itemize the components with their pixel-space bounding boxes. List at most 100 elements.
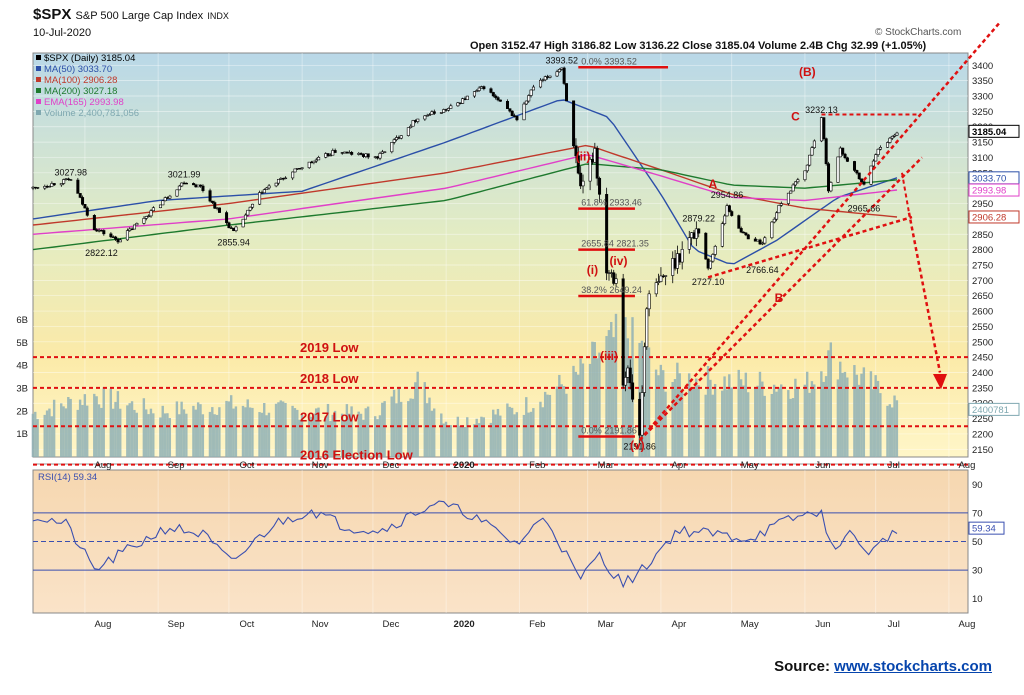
candle-body (609, 272, 613, 274)
candle-body (295, 168, 299, 170)
candle-body (225, 212, 229, 224)
candle-body (638, 398, 642, 436)
candle-body (161, 200, 165, 206)
candle-body (416, 118, 420, 122)
price-tag-label: 2400781 (972, 405, 1009, 416)
volume-bar (581, 363, 585, 457)
volume-bar (211, 407, 214, 457)
candle-body (753, 238, 757, 242)
volume-bar (340, 413, 344, 457)
candle-body (829, 182, 833, 192)
volume-bar (314, 408, 318, 457)
candle-body (227, 222, 231, 229)
candle-body (392, 139, 396, 143)
volume-bar (192, 405, 195, 457)
candle-body (59, 183, 63, 186)
wave-label: (iv) (609, 254, 627, 268)
volume-bar (114, 401, 117, 457)
candle-body (671, 258, 675, 276)
volume-bar (756, 385, 759, 457)
volume-bar (343, 419, 346, 457)
candle-body (446, 108, 450, 111)
price-tick-label: 2350 (972, 383, 993, 394)
legend-entry: MA(100) 2906.28 (44, 75, 117, 86)
volume-bar (508, 406, 511, 457)
fib-label: 0.0% 3393.52 (581, 56, 637, 66)
candle-body (442, 109, 446, 113)
channel-lower-line (638, 156, 923, 441)
candle-body (548, 75, 552, 78)
candle-body (878, 147, 882, 150)
volume-bar (475, 418, 478, 457)
candle-body (114, 236, 118, 240)
candle-body (779, 203, 783, 206)
candle-body (300, 167, 304, 169)
rsi-x-tick-label: Sep (168, 619, 185, 630)
rsi-x-tick-label: Apr (672, 619, 687, 630)
candle-body (763, 237, 767, 244)
candle-body (758, 239, 762, 245)
x-tick-label: Apr (672, 460, 687, 471)
price-tick-label: 3350 (972, 76, 993, 87)
candle-body (560, 67, 564, 70)
x-tick-label: Oct (240, 460, 255, 471)
volume-bar (279, 400, 282, 457)
volume-bar (695, 378, 698, 457)
moving-average-line (32, 154, 898, 235)
candle-body (397, 137, 401, 139)
volume-bar (248, 407, 252, 457)
volume-bar (673, 379, 677, 457)
candle-body (241, 218, 245, 228)
volume-bar (196, 402, 200, 457)
candle-body (581, 180, 585, 187)
candle-body (472, 91, 476, 97)
volume-bar (499, 415, 502, 457)
volume-bar (548, 394, 552, 457)
support-label: 2017 Low (300, 409, 359, 424)
volume-bar (872, 389, 875, 457)
candle-body (713, 246, 717, 255)
price-tag-label: 3185.04 (972, 127, 1007, 138)
ohlc-summary: Open 3152.47 High 3186.82 Low 3136.22 Cl… (470, 40, 927, 52)
volume-bar (789, 398, 792, 457)
volume-bar (267, 412, 271, 457)
price-point-label: 3232.13 (805, 105, 838, 115)
volume-bar (69, 398, 72, 457)
source-link[interactable]: www.stockcharts.com (834, 658, 992, 675)
x-tick-label: 2020 (454, 460, 475, 471)
volume-bar (541, 407, 545, 457)
candle-body (142, 218, 146, 224)
candle-body (310, 161, 314, 164)
legend-entry: $SPX (Daily) 3185.04 (44, 53, 135, 64)
volume-bar (579, 358, 582, 457)
price-point-label: 2965.66 (848, 204, 881, 214)
candle-body (640, 392, 644, 436)
projection-line-2 (907, 212, 942, 373)
rsi-tick-label: 90 (972, 480, 983, 491)
candle-body (680, 248, 684, 263)
candle-body (793, 181, 797, 186)
legend-swatch (36, 77, 41, 82)
candle-body (357, 153, 361, 155)
volume-bar (298, 419, 301, 457)
candle-body (874, 154, 878, 162)
volume-bar (654, 369, 658, 457)
volume-bar (876, 380, 880, 457)
volume-bar (414, 382, 417, 457)
volume-bar (208, 411, 212, 457)
rsi-tick-label: 50 (972, 537, 983, 548)
volume-bar (145, 409, 148, 457)
volume-bar (496, 408, 500, 457)
candle-body (860, 178, 864, 183)
volume-bar (728, 374, 731, 457)
candle-body (720, 223, 724, 247)
volume-bar (777, 387, 781, 457)
candle-body (158, 204, 162, 209)
candle-body (326, 153, 330, 156)
fib-label: 38.2% 2649.24 (581, 285, 642, 295)
volume-bar (194, 409, 197, 457)
volume-bar (758, 371, 762, 457)
volume-bar (810, 381, 814, 457)
volume-bar (366, 406, 370, 457)
volume-bar (458, 425, 462, 457)
